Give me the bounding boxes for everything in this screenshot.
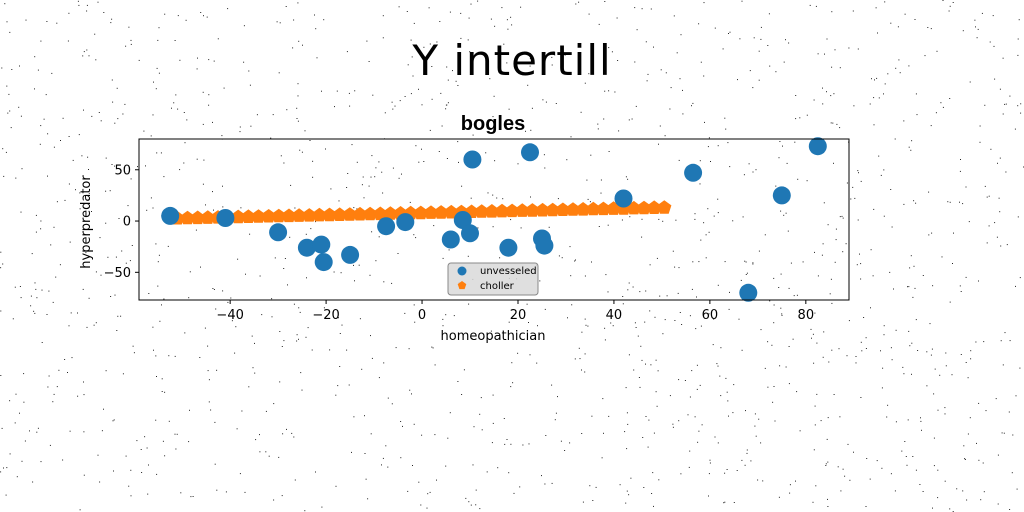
point-unvesseled: [377, 217, 396, 236]
point-choller: [281, 208, 297, 223]
point-unvesseled: [161, 206, 180, 225]
legend-box: [447, 262, 539, 296]
point-choller: [251, 209, 266, 223]
point-choller: [312, 207, 327, 222]
chart-title: bogles: [461, 113, 525, 135]
x-tick-label: 20: [510, 308, 527, 323]
point-choller: [444, 204, 459, 219]
x-axis: −40 −20 0 20 40 60 80: [216, 300, 814, 323]
point-choller: [190, 210, 205, 225]
legend: unvesseled choller: [447, 262, 539, 296]
point-choller: [322, 207, 337, 222]
point-choller: [302, 208, 317, 222]
x-tick-label: −20: [312, 308, 339, 323]
point-choller: [423, 205, 439, 219]
point-unvesseled: [614, 189, 633, 208]
point-choller: [596, 201, 611, 216]
point-choller: [636, 200, 652, 215]
legend-label-choller: choller: [480, 281, 515, 292]
point-choller: [271, 208, 286, 223]
legend-label-unvesseled: unvesseled: [480, 266, 537, 277]
point-unvesseled: [772, 186, 791, 205]
point-unvesseled: [808, 137, 827, 156]
point-choller: [545, 202, 560, 217]
point-unvesseled: [684, 163, 703, 182]
y-tick-label: 0: [123, 215, 131, 230]
point-unvesseled: [535, 236, 554, 255]
point-choller: [525, 203, 540, 217]
point-unvesseled: [463, 150, 482, 169]
point-choller: [515, 203, 530, 217]
point-unvesseled: [314, 253, 333, 272]
point-unvesseled: [396, 213, 415, 232]
chart-marks: [161, 137, 827, 302]
x-tick-label: 60: [702, 308, 719, 323]
y-axis: −50 0 50: [104, 163, 139, 281]
point-choller: [576, 202, 591, 216]
point-unvesseled: [499, 238, 518, 257]
point-choller: [555, 202, 570, 216]
point-choller: [484, 204, 499, 218]
point-unvesseled: [216, 209, 235, 227]
point-choller: [363, 206, 378, 221]
y-tick-label: −50: [104, 266, 131, 281]
point-choller: [647, 200, 662, 214]
point-unvesseled: [312, 235, 331, 254]
point-choller: [241, 209, 256, 223]
point-unvesseled: [461, 224, 479, 243]
point-choller: [292, 208, 307, 222]
point-unvesseled: [269, 223, 288, 242]
point-choller: [342, 207, 357, 221]
point-choller: [261, 209, 276, 223]
point-unvesseled: [453, 211, 472, 229]
x-tick-label: −40: [216, 308, 243, 323]
x-tick-label: 80: [798, 308, 815, 323]
legend-marker-unvesseled: [457, 266, 467, 276]
x-axis-label: homeopathician: [441, 329, 546, 344]
point-choller: [505, 203, 520, 218]
point-unvesseled: [521, 143, 539, 162]
point-unvesseled: [341, 245, 360, 264]
point-unvesseled: [739, 283, 758, 302]
point-choller: [180, 210, 195, 225]
point-choller: [586, 201, 601, 216]
point-choller: [494, 203, 510, 218]
point-choller: [373, 206, 388, 221]
point-choller: [332, 207, 347, 221]
point-choller: [565, 202, 581, 216]
page-title: Y intertill: [412, 36, 612, 85]
point-choller: [383, 206, 398, 220]
y-tick-label: 50: [114, 163, 131, 178]
point-choller: [535, 202, 550, 217]
x-tick-label: 40: [606, 308, 623, 323]
y-axis-label: hyperpredator: [79, 175, 94, 269]
point-choller: [200, 210, 215, 224]
plot-frame: [138, 138, 850, 301]
point-choller: [413, 205, 428, 220]
x-tick-label: 0: [418, 308, 426, 323]
point-choller: [231, 209, 246, 224]
point-choller: [352, 206, 368, 221]
point-choller: [434, 205, 449, 219]
point-choller: [474, 204, 489, 218]
legend-marker-choller: [457, 281, 467, 290]
point-unvesseled: [297, 238, 316, 257]
point-choller: [657, 200, 672, 214]
point-unvesseled: [441, 230, 460, 249]
